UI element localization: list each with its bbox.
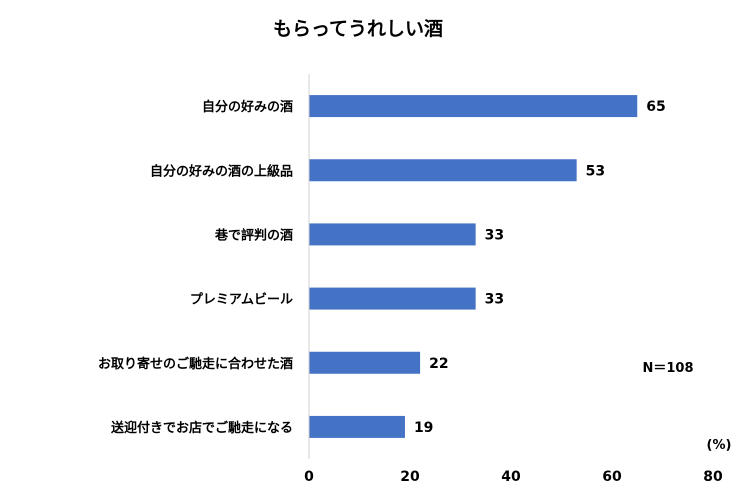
data-label: 65 [646, 99, 665, 115]
category-label: お取り寄せのご馳走に合わせた酒 [98, 356, 293, 372]
category-label: 送迎付きでお店でご馳走になる [110, 420, 293, 436]
data-label: 33 [485, 227, 504, 243]
bar [309, 95, 638, 118]
data-label: 22 [429, 356, 448, 372]
data-label: 53 [586, 163, 605, 179]
category-label: 巷で評判の酒 [214, 227, 293, 243]
value-labels: 65 53 33 33 22 19 [414, 99, 666, 436]
bar [309, 351, 421, 374]
category-label: 自分の好みの酒 [202, 99, 293, 115]
x-axis-ticks: 0 20 40 60 80 [304, 469, 723, 485]
chart-title: もらってうれしい酒 [273, 18, 443, 40]
bar [309, 159, 577, 182]
bars-group [309, 95, 638, 438]
category-label: 自分の好みの酒の上級品 [150, 163, 293, 179]
x-tick-label: 40 [501, 469, 521, 485]
data-label: 19 [414, 420, 433, 436]
x-tick-label: 60 [602, 469, 622, 485]
x-tick-label: 20 [400, 469, 420, 485]
sample-size-annotation: N＝108 [642, 361, 693, 376]
bar [309, 223, 476, 246]
category-labels: 自分の好みの酒自分の好みの酒の上級品巷で評判の酒プレミアムビールお取り寄せのご馳… [98, 99, 293, 436]
data-label: 33 [485, 292, 504, 308]
bar [309, 287, 476, 310]
category-label: プレミアムビール [190, 292, 293, 308]
x-tick-label: 80 [703, 469, 723, 485]
unit-label: (%) [707, 438, 732, 453]
bar [309, 415, 405, 438]
x-tick-label: 0 [304, 469, 314, 485]
